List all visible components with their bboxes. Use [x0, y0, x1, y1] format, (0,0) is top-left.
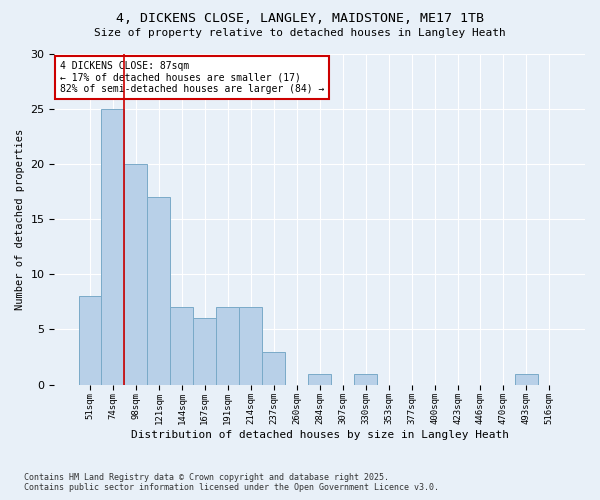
Bar — [170, 308, 193, 384]
Bar — [79, 296, 101, 384]
Bar — [193, 318, 217, 384]
Y-axis label: Number of detached properties: Number of detached properties — [15, 128, 25, 310]
Bar — [239, 308, 262, 384]
Text: 4 DICKENS CLOSE: 87sqm
← 17% of detached houses are smaller (17)
82% of semi-det: 4 DICKENS CLOSE: 87sqm ← 17% of detached… — [60, 60, 324, 94]
Bar — [262, 352, 285, 384]
Text: Contains HM Land Registry data © Crown copyright and database right 2025.
Contai: Contains HM Land Registry data © Crown c… — [24, 473, 439, 492]
Bar — [308, 374, 331, 384]
Bar — [515, 374, 538, 384]
Bar — [124, 164, 148, 384]
Bar — [101, 109, 124, 384]
X-axis label: Distribution of detached houses by size in Langley Heath: Distribution of detached houses by size … — [131, 430, 509, 440]
Text: Size of property relative to detached houses in Langley Heath: Size of property relative to detached ho… — [94, 28, 506, 38]
Bar — [148, 197, 170, 384]
Text: 4, DICKENS CLOSE, LANGLEY, MAIDSTONE, ME17 1TB: 4, DICKENS CLOSE, LANGLEY, MAIDSTONE, ME… — [116, 12, 484, 26]
Bar — [354, 374, 377, 384]
Bar — [217, 308, 239, 384]
